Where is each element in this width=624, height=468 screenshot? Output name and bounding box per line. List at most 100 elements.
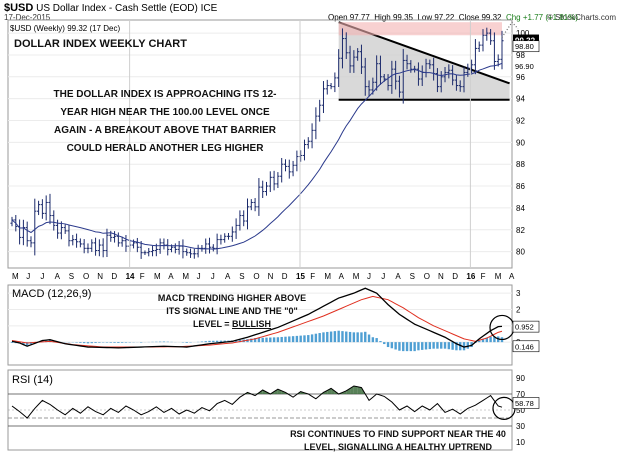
x-tick-label: F — [481, 272, 486, 281]
x-tick-label: F — [140, 272, 145, 281]
x-tick-label: D — [452, 272, 458, 281]
macd-histogram-bar — [234, 340, 238, 343]
macd-histogram-bar — [481, 339, 485, 343]
macd-histogram-bar — [345, 331, 348, 343]
ohlc-readout: Open 97.77 High 99.35 Low 97.22 Close 99… — [328, 13, 578, 22]
macd-histogram-bar — [90, 342, 93, 344]
macd-histogram-bar — [124, 342, 128, 343]
exchange: ICE — [200, 3, 218, 14]
x-tick-label: S — [69, 272, 74, 281]
rsi-overbought-fill — [274, 389, 278, 394]
open-value: Open 97.77 — [328, 13, 370, 22]
macd-histogram-bar — [79, 342, 82, 343]
macd-histogram-bar — [113, 342, 116, 343]
close-value: Close 99.32 — [458, 13, 502, 22]
macd-histogram-bar — [337, 330, 340, 343]
price-label: 96.90 — [515, 62, 534, 71]
rsi-overbought-fill — [327, 388, 332, 394]
rsi-line — [11, 385, 503, 419]
macd-histogram-bar — [288, 336, 291, 343]
macd-histogram-bar — [295, 335, 299, 343]
macd-histogram-bar — [333, 331, 337, 343]
macd-histogram-bar — [329, 331, 333, 343]
macd-histogram-bar — [318, 333, 321, 343]
main-annotation: THE DOLLAR INDEX IS APPROACHING ITS 12- … — [30, 86, 300, 158]
macd-histogram-bar — [352, 332, 356, 343]
macd-histogram-bar — [489, 336, 492, 343]
macd-histogram-bar — [341, 331, 344, 343]
x-tick-label: M — [154, 272, 161, 281]
macd-histogram-bar — [117, 342, 120, 343]
macd-histogram-bar — [398, 342, 401, 351]
rsi-tick-label: 30 — [516, 422, 525, 431]
macd-tick-label: 3 — [516, 289, 521, 298]
macd-histogram-bar — [462, 342, 466, 351]
price-tick-label: 86 — [516, 182, 525, 191]
macd-histogram-bar — [440, 342, 443, 349]
macd-histogram-bar — [253, 338, 257, 343]
x-tick-label: J — [197, 272, 201, 281]
macd-histogram-bar — [348, 331, 352, 343]
macd-histogram-bar — [367, 334, 371, 343]
macd-histogram-bar — [257, 337, 261, 343]
macd-annotation: MACD TRENDING HIGHER ABOVE ITS SIGNAL LI… — [132, 292, 332, 331]
x-tick-label: A — [168, 272, 174, 281]
macd-histogram-bar — [310, 334, 314, 343]
macd-histogram-bar — [455, 342, 458, 351]
macd-histogram-bar — [322, 332, 325, 343]
projection-arrow — [501, 21, 519, 38]
x-tick-label: M — [353, 272, 360, 281]
macd-histogram-bar — [284, 336, 287, 343]
rsi-tick-label: 90 — [516, 374, 525, 383]
x-tick-label: A — [395, 272, 401, 281]
macd-value-label: 0.952 — [515, 323, 534, 332]
macd-histogram-bar — [261, 337, 264, 343]
x-tick-label: M — [324, 272, 331, 281]
high-value: High 99.35 — [374, 13, 413, 22]
rsi-overbought-fill — [331, 388, 335, 394]
macd-hist-value-label: 0.146 — [515, 342, 534, 351]
x-tick-label: A — [509, 272, 515, 281]
rsi-note-line: LEVEL, SIGNALLING A HEALTHY UPTREND — [303, 442, 492, 452]
macd-histogram-bar — [386, 342, 390, 348]
x-tick-label: A — [55, 272, 61, 281]
main-note-line: AGAIN - A BREAKOUT ABOVE THAT BARRIER — [53, 125, 277, 136]
main-note-line: THE DOLLAR INDEX IS APPROACHING ITS 12- — [53, 89, 277, 100]
macd-histogram-bar — [390, 342, 394, 349]
macd-histogram-bar — [409, 342, 413, 352]
macd-histogram-bar — [25, 342, 29, 346]
macd-histogram-bar — [223, 340, 226, 343]
macd-histogram-bar — [215, 340, 219, 343]
main-note-line: YEAR HIGH NEAR THE 100.00 LEVEL ONCE — [60, 107, 270, 118]
macd-histogram-bar — [212, 340, 215, 343]
macd-histogram-bar — [280, 336, 283, 343]
macd-histogram-bar — [428, 342, 432, 350]
price-tick-label: 82 — [516, 226, 525, 235]
macd-histogram-bar — [162, 341, 166, 343]
macd-histogram-bar — [158, 341, 162, 343]
macd-histogram-bar — [250, 338, 253, 343]
price-tick-label: 98 — [516, 51, 525, 60]
bullish-label: BULLISH — [232, 319, 272, 329]
macd-histogram-bar — [466, 342, 470, 349]
price-tick-label: 96 — [516, 73, 525, 82]
macd-signal-line — [11, 295, 503, 348]
symbol: $USD — [4, 2, 34, 14]
macd-histogram-bar — [276, 337, 280, 343]
macd-histogram-bar — [94, 342, 97, 343]
x-tick-label: D — [282, 272, 288, 281]
x-tick-label: S — [410, 272, 415, 281]
macd-histogram-bar — [208, 340, 211, 343]
chart-title: DOLLAR INDEX WEEKLY CHART — [14, 38, 187, 50]
x-tick-label: F — [310, 272, 315, 281]
x-tick-label: J — [40, 272, 44, 281]
macd-histogram-bar — [375, 338, 378, 343]
macd-histogram-bar — [417, 342, 420, 351]
macd-histogram-bar — [105, 342, 109, 343]
rsi-value-label: 58.78 — [515, 399, 534, 408]
rsi-tick-label: 50 — [516, 406, 525, 415]
x-tick-label: M — [182, 272, 189, 281]
x-tick-label: N — [97, 272, 103, 281]
price-tick-label: 80 — [516, 248, 525, 257]
rsi-tick-label: 70 — [516, 390, 525, 399]
